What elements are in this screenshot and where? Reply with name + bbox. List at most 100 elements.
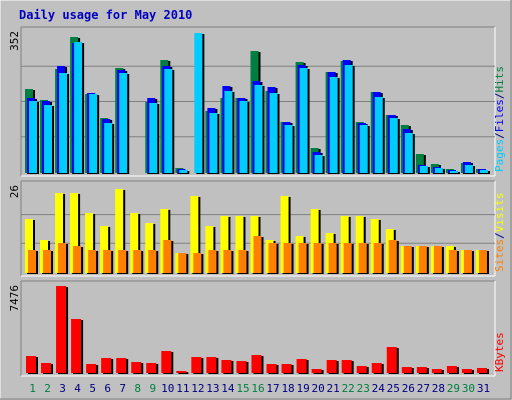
bar-kbytes-day-6	[101, 358, 112, 373]
bar-pages-day-17	[269, 93, 278, 173]
bar-kbytes-day-10	[161, 351, 172, 373]
bar-sites-day-18	[283, 243, 292, 273]
bar-pages-day-28	[434, 168, 443, 173]
bar-pages-day-1	[29, 101, 37, 173]
legend-entry: /	[493, 132, 506, 139]
bar-kbytes-day-8	[131, 362, 142, 373]
bar-sites-day-8	[133, 250, 142, 273]
bar-visits-day-3	[55, 193, 64, 273]
bar-pages-day-14	[224, 91, 233, 173]
x-tick-label: 11	[176, 382, 189, 395]
x-tick-label: 16	[251, 382, 264, 395]
x-tick-label: 4	[74, 382, 81, 395]
bar-kbytes-day-9	[146, 363, 157, 373]
bar-visits-day-7	[115, 189, 124, 273]
bar-kbytes-day-25	[386, 347, 397, 373]
bar-visits-day-4	[70, 193, 79, 273]
bar-sites-day-23	[358, 243, 367, 273]
bar-kbytes-day-7	[116, 358, 127, 373]
bar-kbytes-day-20	[311, 369, 322, 373]
legend-kbytes: KBytes	[493, 332, 506, 372]
x-tick-label: 3	[59, 382, 66, 395]
bar-visits-day-15	[235, 216, 244, 273]
bar-sites-day-3	[58, 243, 67, 273]
x-tick-label: 25	[387, 382, 400, 395]
x-tick-label: 20	[312, 382, 325, 395]
legend-visits: Sites/Visits	[493, 193, 506, 273]
bar-kbytes-day-26	[401, 367, 412, 373]
bar-sites-day-21	[328, 243, 337, 273]
bar-visits-day-12	[190, 196, 199, 273]
bar-sites-day-30	[463, 250, 472, 273]
x-tick-label: 10	[161, 382, 174, 395]
bar-kbytes-day-4	[71, 319, 82, 373]
x-tick-label: 24	[372, 382, 386, 395]
bar-pages-day-11	[179, 170, 188, 173]
bar-kbytes-day-27	[416, 367, 427, 373]
bar-visits-day-9	[145, 223, 154, 273]
bar-sites-day-22	[343, 243, 352, 273]
chart-panels: 352Pages/Files/Hits26Sites/Visits7476KBy…	[8, 26, 506, 377]
bar-sites-day-19	[298, 243, 307, 273]
bar-sites-day-10	[163, 240, 172, 273]
x-tick-label: 26	[402, 382, 415, 395]
panel-visits: 26 Sites/Visits	[8, 180, 506, 277]
bar-pages-day-27	[419, 166, 428, 173]
legend-entry: /	[493, 93, 506, 100]
x-tick-label: 1	[29, 382, 36, 395]
bar-sites-day-2	[43, 250, 52, 273]
bar-sites-day-1	[28, 250, 36, 273]
bar-sites-day-4	[73, 246, 82, 273]
x-tick-label: 23	[357, 382, 370, 395]
legend-entry: Visits	[493, 193, 506, 233]
bar-kbytes-day-3	[56, 286, 67, 373]
bar-kbytes-day-31	[476, 368, 487, 373]
legend-entry: Files	[493, 99, 506, 132]
x-tick-label: 15	[236, 382, 249, 395]
x-tick-label: 9	[149, 382, 156, 395]
bar-visits-day-14	[220, 216, 229, 273]
x-tick-label: 7	[119, 382, 126, 395]
x-tick-label: 29	[447, 382, 460, 395]
bar-sites-day-28	[433, 246, 442, 273]
bar-pages-day-4	[74, 42, 83, 173]
bar-sites-day-26	[403, 246, 412, 273]
bar-hits-day-27	[415, 154, 424, 173]
bar-visits-day-13	[205, 226, 214, 273]
bar-pages-day-7	[119, 73, 128, 173]
bar-kbytes-day-30	[461, 369, 472, 373]
legend-entry: Sites	[493, 239, 506, 272]
x-tick-label: 13	[206, 382, 219, 395]
bar-kbytes-day-5	[86, 364, 97, 373]
bar-kbytes-day-23	[356, 366, 367, 373]
bar-pages-day-5	[89, 94, 98, 173]
bar-visits-day-1	[25, 219, 33, 273]
bar-kbytes-day-29	[446, 366, 457, 373]
chart-title: Daily usage for May 2010	[19, 8, 192, 22]
x-tick-label: 31	[477, 382, 490, 395]
bar-pages-day-30	[464, 165, 473, 173]
bar-pages-day-22	[344, 65, 353, 173]
scale-label-kbytes: 7476	[8, 285, 21, 312]
bar-kbytes-day-19	[296, 359, 307, 373]
bar-sites-day-11	[178, 253, 187, 273]
bar-kbytes-day-17	[266, 364, 277, 373]
bar-pages-day-20	[314, 155, 323, 173]
x-tick-label: 28	[432, 382, 445, 395]
bar-pages-day-2	[44, 105, 53, 173]
bar-kbytes-day-21	[326, 360, 337, 373]
x-tick-label: 17	[266, 382, 279, 395]
x-tick-label: 27	[417, 382, 430, 395]
bar-pages-day-10	[164, 69, 173, 173]
bar-pages-day-13	[209, 113, 218, 173]
bar-kbytes-day-24	[371, 363, 382, 373]
bar-sites-day-25	[388, 240, 397, 273]
x-tick-label: 2	[44, 382, 51, 395]
legend-entry: Pages	[493, 139, 506, 172]
bar-sites-day-29	[448, 250, 457, 273]
x-axis: 1 2 3 4 5 6 7 8 9 10 11 12 13 14 15 16 17 18 19 20 21 22 23 24 2…	[29, 382, 490, 395]
x-tick-label: 30	[462, 382, 475, 395]
bar-sites-day-31	[478, 250, 487, 273]
bar-pages-day-19	[299, 68, 308, 173]
x-tick-label: 5	[89, 382, 96, 395]
